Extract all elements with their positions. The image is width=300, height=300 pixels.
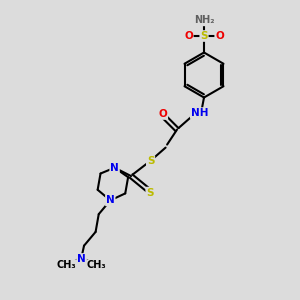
Text: S: S — [200, 31, 208, 41]
Text: O: O — [158, 109, 167, 119]
Text: O: O — [215, 31, 224, 41]
Text: S: S — [147, 156, 154, 166]
Text: N: N — [106, 195, 115, 206]
Text: N: N — [110, 163, 119, 173]
Text: NH: NH — [191, 108, 208, 118]
Text: CH₃: CH₃ — [87, 260, 106, 270]
Text: S: S — [146, 188, 154, 198]
Text: N: N — [77, 254, 86, 264]
Text: O: O — [184, 31, 193, 41]
Text: CH₃: CH₃ — [57, 260, 76, 270]
Text: NH₂: NH₂ — [194, 15, 214, 26]
